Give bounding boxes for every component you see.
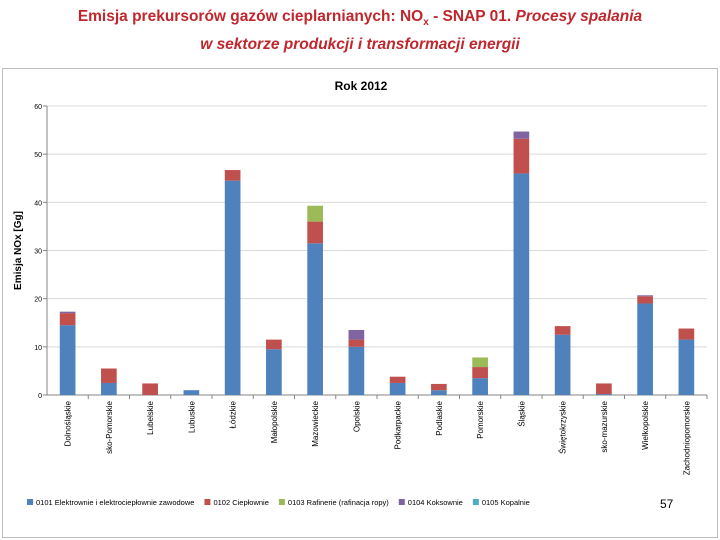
x-tick-label: sko-Pomorskie (105, 400, 114, 453)
bar-segment-2 (224, 170, 241, 181)
y-tick-label: 40 (34, 200, 42, 207)
bar-segment-1 (554, 334, 571, 395)
slide-title: Emisja prekursorów gazów cieplarnianych:… (0, 6, 720, 56)
x-tick-label: Łódzkie (229, 400, 238, 428)
title-line-1: Emisja prekursorów gazów cieplarnianych:… (0, 6, 720, 34)
x-tick-label: Dolnośląskie (64, 400, 73, 446)
y-tick-label: 0 (38, 393, 42, 400)
bar-segment-2 (554, 326, 571, 335)
bar-segment-4 (637, 295, 653, 297)
x-tick-label: Podkarpackie (394, 400, 403, 449)
bar-segment-2 (59, 313, 76, 326)
legend-swatch (472, 499, 479, 505)
bar-segment-1 (678, 339, 695, 395)
bar-segment-2 (101, 368, 117, 383)
x-tick-label: Opolskie (352, 400, 361, 432)
chart-svg: Rok 2012 0 10 20 30 40 50 60 Emisja NOx [Gg] Doln… (13, 79, 708, 507)
y-tick-label: 30 (34, 249, 42, 256)
bar-segment-2 (596, 383, 612, 395)
chart-frame: Rok 2012 0 10 20 30 40 50 60 Emisja NOx [Gg] Doln… (2, 68, 718, 538)
x-tick-label: Wielkopolskie (641, 400, 650, 449)
bar-segment-2 (472, 367, 488, 379)
x-tick-label: Lubuskie (187, 400, 196, 433)
legend-label: 0101 Elektrownie i elektrociepłownie zaw… (36, 498, 194, 507)
y-axis-label: Emisja NOx [Gg] (13, 211, 24, 290)
bar-segment-1 (266, 349, 282, 395)
bar-segment-4 (513, 131, 530, 139)
chart-title: Rok 2012 (335, 79, 388, 93)
bar-segment-1 (472, 378, 488, 395)
bar-segment-4 (59, 311, 76, 314)
bar-segment-2 (678, 328, 695, 340)
x-tick-label: Lubelskie (146, 400, 155, 434)
bar-segment-3 (307, 205, 323, 222)
title-subscript: x (423, 17, 429, 29)
bar-segment-1 (389, 382, 406, 395)
bar-segment-1 (224, 180, 241, 395)
bar-segment-2 (307, 221, 323, 244)
y-tick-label: 60 (34, 104, 42, 111)
bar-segment-2 (266, 339, 282, 350)
bar-segment-1 (348, 346, 365, 395)
x-tick-label: Podlaskie (435, 400, 444, 435)
legend-swatch (398, 499, 405, 505)
x-tick-label: Śląskie (517, 400, 526, 426)
legend-swatch (27, 499, 33, 505)
page-number: 57 (660, 497, 674, 511)
bar-segment-2 (389, 376, 406, 383)
title-text: Emisja prekursorów gazów cieplarnianych:… (77, 8, 424, 25)
bar-segment-3 (472, 357, 488, 368)
x-tick-label: sko-mazurskie (600, 400, 609, 452)
bar-segment-2 (513, 138, 530, 174)
y-tick-label: 10 (34, 345, 42, 352)
legend-swatch (204, 499, 211, 505)
bar-segment-1 (101, 382, 117, 395)
bar-segment-4 (348, 329, 365, 340)
x-tick-label: Zachodniopomorskie (682, 400, 691, 475)
y-tick-label: 20 (34, 297, 42, 304)
x-tick-label: Świętokrzyskie (559, 400, 568, 453)
bar-segment-1 (513, 173, 530, 395)
bar-segment-2 (348, 339, 365, 347)
bar-segment-1 (637, 303, 653, 395)
title-italic-1: Procesy spalania (515, 8, 643, 25)
legend-label: 0102 Ciepłownie (213, 498, 268, 507)
x-tick-label: Mazowieckie (311, 400, 320, 446)
y-tick-label: 50 (34, 152, 42, 159)
legend-label: 0103 Rafinerie (rafinacja ropy) (288, 498, 389, 507)
bar-segment-1 (431, 390, 447, 395)
x-tick-label: Pomorskie (476, 400, 485, 438)
legend-label: 0105 Kopalnie (482, 498, 530, 507)
bar-segment-1 (596, 394, 612, 395)
bar-segment-2 (142, 383, 158, 395)
legend-swatch (278, 499, 285, 505)
bar-segment-2 (431, 383, 447, 391)
bar-segment-2 (637, 296, 653, 304)
bar-segment-1 (59, 325, 76, 395)
title-line-2: w sektorze produkcji i transformacji ene… (200, 36, 520, 54)
legend-label: 0104 Koksownie (408, 498, 463, 507)
bar-segment-1 (307, 243, 323, 395)
title-text-2: - SNAP 01. (428, 8, 516, 25)
x-tick-label: Małopolskie (270, 400, 279, 443)
bar-segment-1 (183, 390, 200, 395)
